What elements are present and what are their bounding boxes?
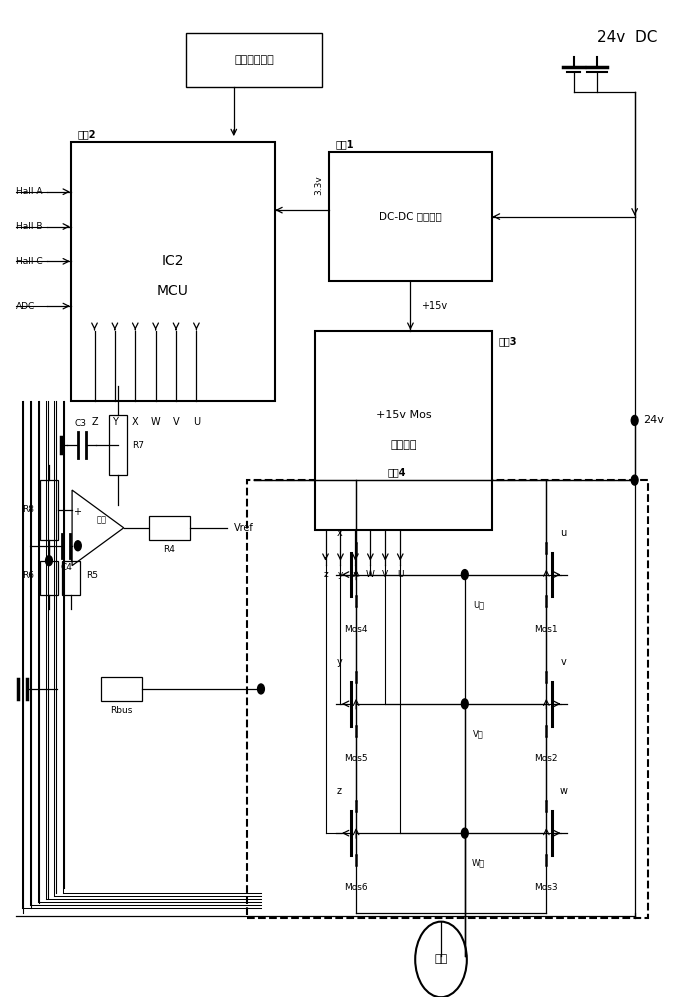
Bar	[40, 561, 58, 595]
Circle shape	[462, 828, 468, 838]
Text: R7: R7	[132, 441, 144, 450]
Text: Z: Z	[91, 417, 98, 427]
Text: 模块2: 模块2	[77, 129, 96, 139]
Circle shape	[632, 415, 638, 425]
Text: V: V	[173, 417, 179, 427]
Text: u: u	[560, 528, 566, 538]
Text: v: v	[560, 657, 566, 667]
Text: 模块3: 模块3	[499, 336, 517, 346]
Bar	[247, 480, 648, 918]
Text: Rbus: Rbus	[110, 706, 133, 715]
Bar	[62, 561, 79, 595]
Text: Hall C: Hall C	[16, 257, 43, 266]
Circle shape	[462, 570, 468, 580]
Text: Mos2: Mos2	[534, 754, 558, 763]
Circle shape	[75, 541, 82, 551]
Text: +15v Mos: +15v Mos	[376, 410, 432, 420]
Text: R4: R4	[163, 545, 175, 554]
Text: x: x	[353, 570, 358, 579]
Text: +15v: +15v	[421, 301, 447, 311]
Text: Y: Y	[112, 417, 118, 427]
Text: C3: C3	[74, 419, 86, 428]
Text: V: V	[382, 570, 388, 579]
Text: y: y	[336, 657, 342, 667]
Text: W: W	[151, 417, 160, 427]
Text: R5: R5	[86, 571, 98, 580]
Bar	[40, 480, 58, 540]
Bar	[329, 152, 492, 281]
Bar	[149, 516, 190, 540]
Text: -: -	[75, 539, 79, 549]
Text: Mos3: Mos3	[534, 883, 558, 892]
Text: +: +	[73, 507, 82, 517]
Text: w: w	[560, 786, 567, 796]
Text: 运放: 运放	[97, 515, 106, 524]
Text: Mos4: Mos4	[345, 625, 368, 634]
Circle shape	[462, 699, 468, 709]
Text: V相: V相	[473, 729, 484, 738]
Text: z: z	[336, 786, 342, 796]
Text: Mos1: Mos1	[534, 625, 558, 634]
Text: Mos5: Mos5	[345, 754, 368, 763]
Text: 模块1: 模块1	[336, 139, 354, 149]
Circle shape	[632, 475, 638, 485]
Text: y: y	[338, 570, 343, 579]
Text: X: X	[132, 417, 138, 427]
Text: ADC: ADC	[16, 302, 36, 311]
Text: 24v  DC: 24v DC	[597, 30, 658, 45]
Text: R6: R6	[22, 571, 34, 580]
Text: U: U	[397, 570, 403, 579]
Text: U相: U相	[473, 600, 484, 609]
Text: W: W	[366, 570, 375, 579]
Text: 模块4: 模块4	[388, 467, 406, 477]
Text: 24v: 24v	[643, 415, 664, 425]
Text: MCU: MCU	[157, 284, 188, 298]
Text: 3.3v: 3.3v	[314, 175, 323, 195]
Text: Hall B: Hall B	[16, 222, 43, 231]
Text: W相: W相	[472, 858, 485, 867]
Text: 驱动电路: 驱动电路	[390, 440, 417, 450]
Circle shape	[258, 684, 264, 694]
Bar	[315, 331, 492, 530]
Text: IC2: IC2	[162, 254, 184, 268]
Text: DC-DC 降压电路: DC-DC 降压电路	[379, 212, 442, 222]
Bar	[110, 415, 127, 475]
Text: U: U	[193, 417, 200, 427]
Text: Mos6: Mos6	[345, 883, 368, 892]
Text: x: x	[336, 528, 342, 538]
Text: 目标位置信号: 目标位置信号	[234, 55, 274, 65]
Text: z: z	[323, 570, 328, 579]
Bar	[71, 142, 275, 401]
Bar	[101, 677, 142, 701]
Text: Hall A: Hall A	[16, 187, 43, 196]
Text: C4: C4	[60, 563, 72, 572]
Text: R8: R8	[22, 505, 34, 514]
Bar	[186, 33, 322, 87]
Circle shape	[46, 556, 52, 566]
Text: 电机: 电机	[434, 954, 447, 964]
Text: Vref: Vref	[234, 523, 253, 533]
